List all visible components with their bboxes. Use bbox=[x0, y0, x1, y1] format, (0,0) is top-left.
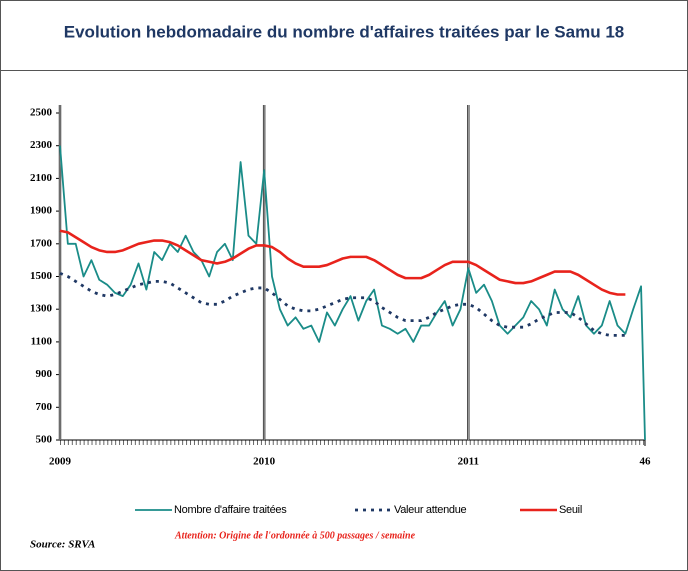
plot: 500 700 900 1100 1300 1500 1700 1900 2100 2300 250… bbox=[30, 105, 651, 516]
y-tick-label: 1500 bbox=[30, 270, 53, 282]
y-tick-label: 1300 bbox=[30, 303, 53, 315]
x-tick-label: 46 bbox=[640, 456, 652, 468]
header bbox=[0, 0, 688, 71]
legend-label: Valeur attendue bbox=[394, 504, 467, 516]
chart-title: Evolution hebdomadaire du nombre d'affai… bbox=[64, 22, 624, 41]
legend-label: Seuil bbox=[559, 504, 582, 516]
annotation: Attention: Origine de l'ordonnée à 500 p… bbox=[174, 530, 416, 541]
y-tick-label: 1100 bbox=[31, 335, 53, 347]
legend-label: Nombre d'affaire traitées bbox=[174, 504, 287, 516]
y-tick-label: 2500 bbox=[30, 107, 53, 119]
minor-ticks bbox=[60, 440, 645, 445]
y-tick-label: 2100 bbox=[30, 172, 53, 184]
x-tick-label: 2011 bbox=[458, 456, 479, 468]
series-line bbox=[59, 145, 646, 441]
x-tick-label: 2010 bbox=[253, 456, 276, 468]
y-tick-label: 900 bbox=[36, 368, 53, 380]
series-line bbox=[59, 229, 626, 296]
y-tick-label: 1900 bbox=[30, 205, 53, 217]
y-tick-label: 1700 bbox=[30, 237, 53, 249]
y-tick-label: 2300 bbox=[30, 139, 53, 151]
y-tick-label: 700 bbox=[36, 401, 53, 413]
y-tick-label: 500 bbox=[36, 434, 53, 446]
source: Source: SRVA bbox=[30, 539, 95, 551]
x-tick-label: 2009 bbox=[49, 456, 72, 468]
